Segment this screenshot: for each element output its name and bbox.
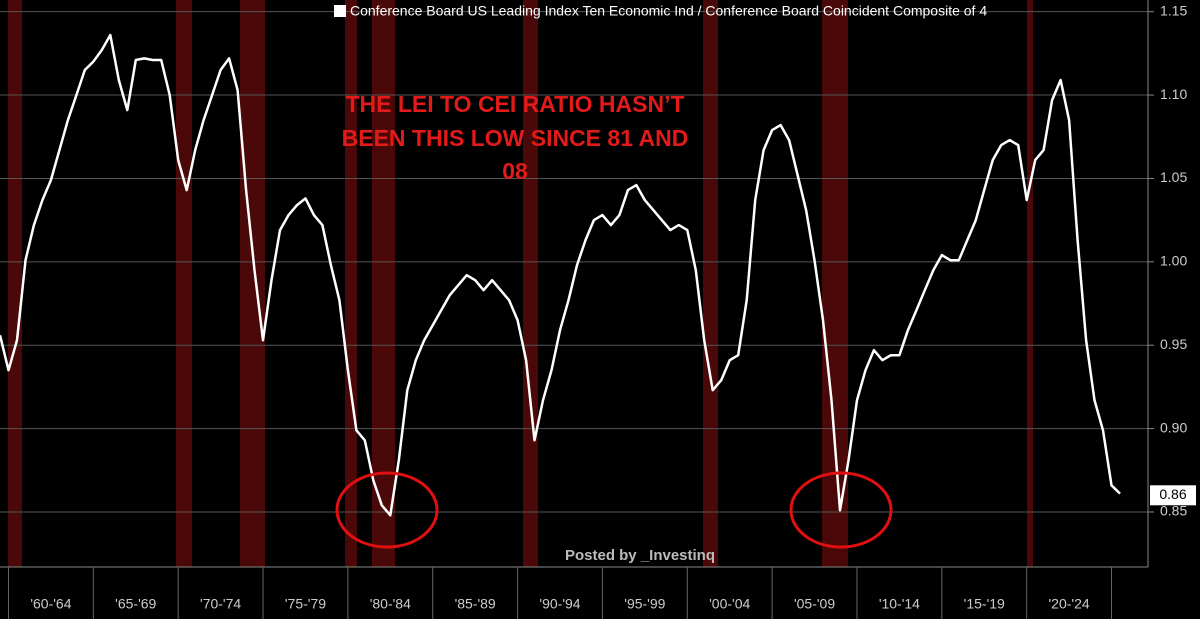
recession-band xyxy=(345,0,357,567)
x-tick-label: '95-'99 xyxy=(624,596,665,612)
recession-band xyxy=(1027,0,1033,567)
x-tick-label: '05-'09 xyxy=(794,596,835,612)
annotation: THE LEI TO CEI RATIO HASN’T xyxy=(345,91,684,117)
highlight-circle xyxy=(335,471,439,549)
recession-band xyxy=(372,0,395,567)
y-tick-label: 1.00 xyxy=(1160,253,1187,269)
recession-band xyxy=(240,0,265,567)
recession-band xyxy=(523,0,538,567)
last-value-label: 0.86 xyxy=(1159,486,1186,502)
y-tick-label: 0.90 xyxy=(1160,419,1187,435)
series-line xyxy=(0,33,1121,517)
last-value-box xyxy=(1150,485,1196,506)
x-tick-label: '00-'04 xyxy=(709,596,750,612)
grid xyxy=(0,11,1148,513)
highlight-circle xyxy=(789,471,893,549)
x-tick-label: '90-'94 xyxy=(539,596,580,612)
annotation: BEEN THIS LOW SINCE 81 AND xyxy=(342,125,689,151)
legend-label: Conference Board US Leading Index Ten Ec… xyxy=(350,3,987,19)
y-tick-label: 1.05 xyxy=(1160,169,1187,185)
x-tick-label: '65-'69 xyxy=(115,596,156,612)
annotation: 08 xyxy=(502,158,528,184)
x-tick-label: '20-'24 xyxy=(1049,596,1090,612)
y-tick-label: 1.15 xyxy=(1160,2,1187,18)
x-tick-label: '15-'19 xyxy=(964,596,1005,612)
x-tick-label: '75-'79 xyxy=(285,596,326,612)
y-tick-label: 1.10 xyxy=(1160,86,1187,102)
recession-band xyxy=(703,0,718,567)
recession-bands xyxy=(8,0,1033,567)
y-tick-label: 0.95 xyxy=(1160,336,1187,352)
x-tick-label: '10-'14 xyxy=(879,596,920,612)
x-tick-label: '80-'84 xyxy=(370,596,411,612)
x-tick-label: '85-'89 xyxy=(455,596,496,612)
x-tick-label: '60-'64 xyxy=(30,596,71,612)
plot xyxy=(0,33,1121,517)
legend-swatch xyxy=(334,5,346,17)
recession-band xyxy=(8,0,22,567)
x-tick-label: '70-'74 xyxy=(200,596,241,612)
recession-band xyxy=(176,0,192,567)
y-tick-label: 0.85 xyxy=(1160,503,1187,519)
watermark: Posted by _Investinq xyxy=(565,547,715,564)
